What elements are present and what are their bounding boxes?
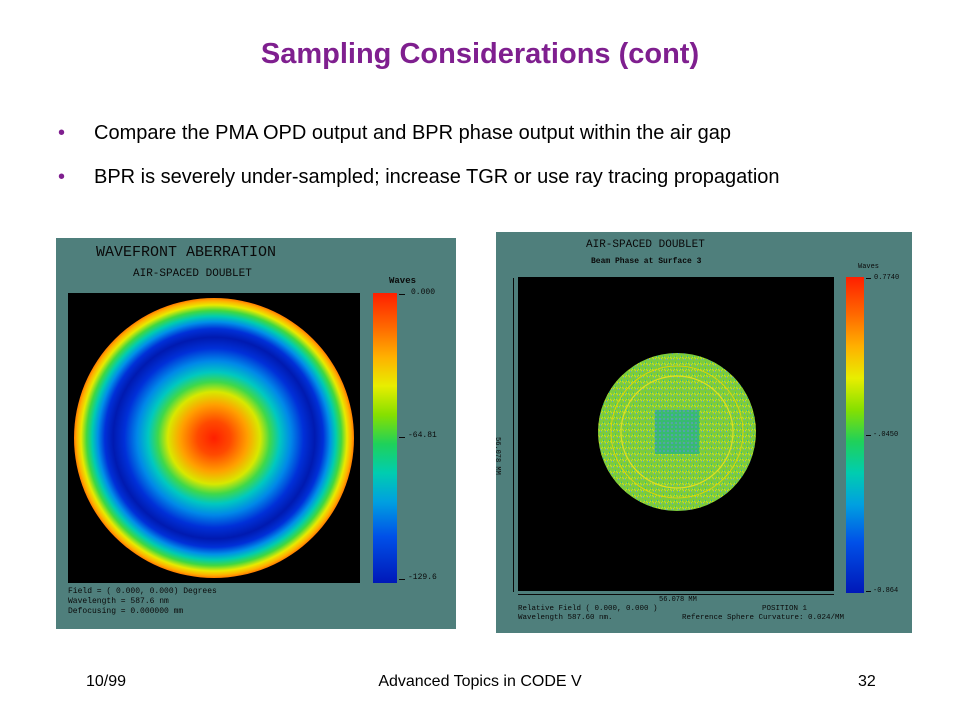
- bullet-text: BPR is severely under-sampled; increase …: [94, 166, 780, 188]
- info-defocusing: Defocusing = 0.000000 mm: [68, 607, 184, 616]
- colorbar: [846, 277, 864, 593]
- slide-title: Sampling Considerations (cont): [260, 38, 700, 70]
- bullet-item: • BPR is severely under-sampled; increas…: [58, 162, 938, 206]
- colorbar-max: 0.000: [411, 288, 436, 297]
- x-extent-label: 56.078 MM: [659, 596, 697, 604]
- panel-subtitle: Beam Phase at Surface 3: [591, 257, 702, 266]
- bullet-text: Compare the PMA OPD output and BPR phase…: [94, 122, 732, 144]
- colorbar-tick: [866, 278, 871, 279]
- colorbar-mid: -.0450: [873, 431, 899, 439]
- info-wavelength: Wavelength = 587.6 nm: [68, 597, 169, 606]
- bullet-list: • Compare the PMA OPD output and BPR pha…: [58, 118, 938, 206]
- panel-title: WAVEFRONT ABERRATION: [96, 244, 277, 261]
- colorbar-min: -0.864: [873, 587, 899, 595]
- bullet-marker: •: [58, 166, 66, 188]
- beam-ring: [610, 365, 744, 499]
- wavefront-map: [74, 298, 354, 578]
- panel-title: AIR-SPACED DOUBLET: [586, 239, 705, 251]
- colorbar-min: -129.6: [408, 573, 437, 582]
- x-axis-line: [518, 594, 834, 595]
- y-extent-label: 56.078 MM: [493, 437, 501, 475]
- info-position: POSITION 1: [762, 605, 808, 613]
- info-field: Field = ( 0.000, 0.000) Degrees: [68, 587, 217, 596]
- colorbar-tick: [399, 437, 405, 438]
- colorbar-tick: [399, 294, 405, 295]
- beam-ring: [620, 375, 734, 489]
- colorbar-label: Waves: [389, 276, 417, 286]
- page-number: 32: [858, 673, 876, 690]
- bullet-marker: •: [58, 122, 66, 144]
- footer-title: Advanced Topics in CODE V: [378, 673, 582, 690]
- bullet-item: • Compare the PMA OPD output and BPR pha…: [58, 118, 938, 162]
- colorbar: [373, 293, 397, 583]
- beam-center: [655, 410, 699, 454]
- wavefront-plot: [68, 293, 360, 583]
- colorbar-tick: [399, 579, 405, 580]
- beam-phase-map: [598, 353, 756, 511]
- info-relative-field: Relative Field ( 0.000, 0.000 ): [518, 605, 658, 613]
- y-axis-line: [513, 278, 514, 592]
- beam-phase-panel: AIR-SPACED DOUBLET Beam Phase at Surface…: [493, 232, 912, 633]
- wavefront-aberration-panel: WAVEFRONT ABERRATION AIR-SPACED DOUBLET: [56, 238, 456, 629]
- colorbar-max: 0.7740: [874, 274, 900, 282]
- footer-date: 10/99: [86, 673, 127, 690]
- info-reference-sphere: Reference Sphere Curvature: 0.024/MM: [682, 614, 845, 622]
- colorbar-tick: [866, 435, 871, 436]
- beam-phase-plot: [518, 277, 834, 591]
- colorbar-label: Waves: [858, 263, 880, 271]
- colorbar-mid: -64.81: [408, 431, 437, 440]
- panel-subtitle: AIR-SPACED DOUBLET: [133, 268, 252, 280]
- info-wavelength: Wavelength 587.60 nm.: [518, 614, 613, 622]
- wavefront-disk: [74, 298, 354, 578]
- colorbar-tick: [866, 591, 871, 592]
